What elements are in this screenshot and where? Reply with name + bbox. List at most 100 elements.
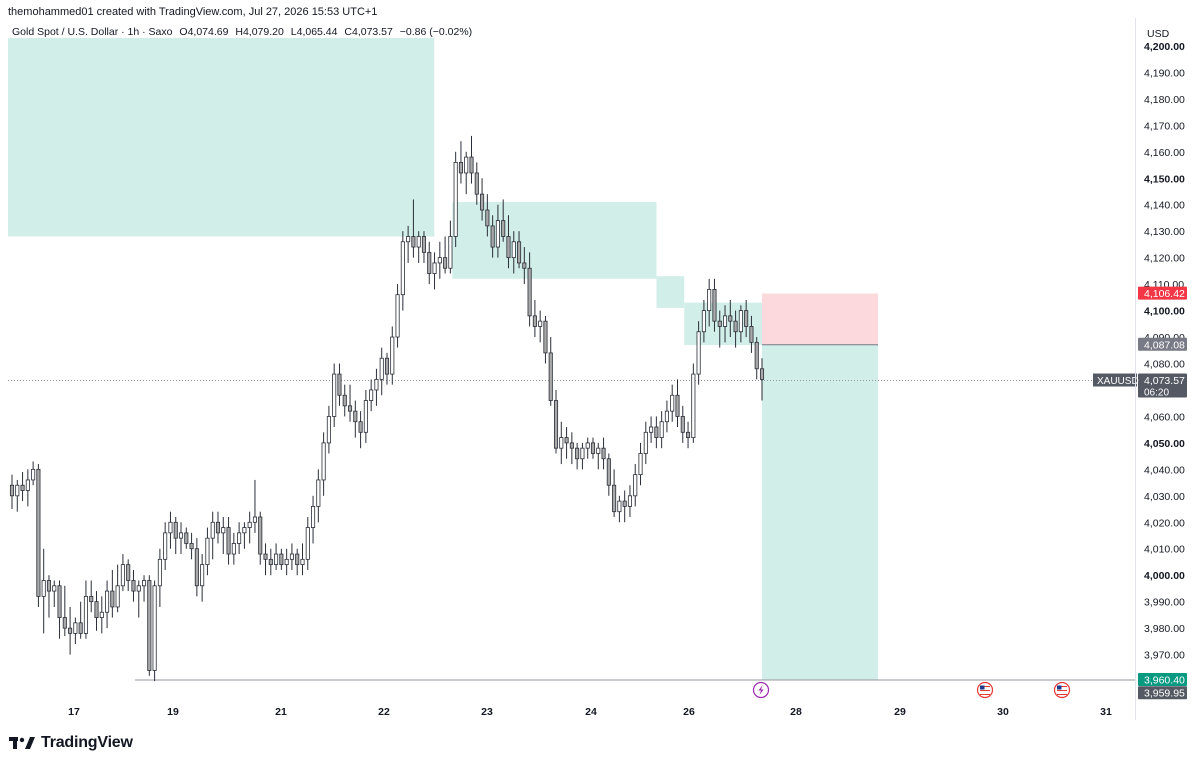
- candle[interactable]: [311, 495, 316, 544]
- candle[interactable]: [506, 215, 511, 269]
- supply-zone-1[interactable]: [8, 38, 435, 237]
- candle[interactable]: [458, 141, 463, 184]
- candle[interactable]: [664, 400, 669, 433]
- candle[interactable]: [691, 363, 696, 443]
- candle[interactable]: [15, 479, 20, 512]
- candle[interactable]: [147, 575, 152, 676]
- candle[interactable]: [612, 469, 617, 517]
- candle[interactable]: [321, 432, 326, 496]
- candle[interactable]: [68, 606, 73, 655]
- candle[interactable]: [627, 485, 632, 517]
- candle[interactable]: [326, 405, 331, 454]
- candle[interactable]: [448, 220, 453, 274]
- candle[interactable]: [295, 548, 300, 576]
- candle[interactable]: [453, 151, 458, 248]
- candle[interactable]: [252, 479, 257, 533]
- candle[interactable]: [126, 559, 131, 592]
- candle[interactable]: [659, 411, 664, 449]
- candle[interactable]: [517, 231, 522, 269]
- candle[interactable]: [495, 204, 500, 258]
- candle[interactable]: [643, 421, 648, 465]
- candle[interactable]: [115, 564, 120, 613]
- candle[interactable]: [744, 299, 749, 338]
- candle[interactable]: [131, 569, 136, 602]
- candle[interactable]: [25, 469, 30, 507]
- us-flag-event-icon-2[interactable]: [1053, 681, 1071, 699]
- candle[interactable]: [231, 532, 236, 565]
- candle[interactable]: [142, 575, 147, 602]
- candle[interactable]: [152, 580, 157, 682]
- candle[interactable]: [9, 474, 15, 510]
- us-flag-event-icon[interactable]: [976, 681, 994, 699]
- candle[interactable]: [569, 432, 574, 465]
- earnings-event-icon[interactable]: [752, 681, 770, 699]
- candle[interactable]: [564, 427, 569, 459]
- candle[interactable]: [437, 241, 442, 279]
- candle[interactable]: [247, 511, 252, 544]
- candle[interactable]: [532, 299, 537, 338]
- candle[interactable]: [733, 310, 738, 348]
- candle[interactable]: [585, 437, 590, 459]
- candle[interactable]: [36, 464, 41, 607]
- candle[interactable]: [548, 337, 553, 406]
- candle[interactable]: [575, 442, 580, 470]
- candle[interactable]: [136, 580, 141, 618]
- candle[interactable]: [480, 178, 485, 221]
- candle[interactable]: [78, 601, 83, 639]
- candle[interactable]: [120, 554, 125, 592]
- candle[interactable]: [675, 379, 680, 428]
- candle[interactable]: [559, 421, 564, 465]
- candle[interactable]: [416, 231, 421, 263]
- candle[interactable]: [105, 580, 110, 629]
- candle[interactable]: [284, 548, 289, 576]
- candle[interactable]: [221, 516, 226, 555]
- candle[interactable]: [163, 522, 168, 570]
- candle[interactable]: [347, 384, 353, 422]
- candle[interactable]: [490, 215, 495, 258]
- candle[interactable]: [501, 199, 506, 242]
- candle[interactable]: [94, 591, 99, 631]
- candle[interactable]: [712, 278, 717, 332]
- candle[interactable]: [638, 442, 643, 486]
- candle[interactable]: [717, 310, 722, 348]
- candle[interactable]: [189, 532, 194, 560]
- candle[interactable]: [300, 543, 305, 576]
- candle[interactable]: [485, 194, 490, 237]
- candle[interactable]: [358, 411, 363, 449]
- candle[interactable]: [363, 389, 368, 443]
- candle[interactable]: [474, 162, 479, 205]
- candle[interactable]: [400, 231, 405, 311]
- candle[interactable]: [411, 199, 416, 258]
- candle[interactable]: [522, 247, 527, 285]
- candle[interactable]: [686, 421, 691, 449]
- candle[interactable]: [342, 384, 347, 417]
- candle[interactable]: [759, 358, 765, 401]
- candle[interactable]: [622, 490, 627, 523]
- candle[interactable]: [337, 363, 342, 406]
- candle[interactable]: [670, 384, 675, 422]
- candle[interactable]: [332, 363, 337, 428]
- candle[interactable]: [527, 252, 532, 327]
- candle[interactable]: [427, 241, 432, 285]
- candle[interactable]: [469, 135, 474, 184]
- candle[interactable]: [237, 522, 242, 555]
- candle[interactable]: [258, 511, 263, 565]
- candle[interactable]: [168, 511, 173, 549]
- candle[interactable]: [31, 461, 36, 486]
- candle[interactable]: [379, 347, 384, 396]
- candle[interactable]: [617, 495, 622, 523]
- candle[interactable]: [353, 400, 358, 438]
- candle[interactable]: [395, 284, 400, 348]
- candle[interactable]: [601, 437, 606, 470]
- currency-label[interactable]: USD: [1147, 28, 1170, 40]
- candle[interactable]: [464, 151, 469, 195]
- candle[interactable]: [83, 580, 88, 639]
- candle[interactable]: [728, 299, 733, 338]
- candle[interactable]: [443, 236, 448, 274]
- candle[interactable]: [701, 299, 706, 343]
- candle[interactable]: [52, 580, 57, 607]
- candle[interactable]: [543, 315, 548, 364]
- candle[interactable]: [226, 516, 231, 565]
- candle[interactable]: [73, 617, 78, 645]
